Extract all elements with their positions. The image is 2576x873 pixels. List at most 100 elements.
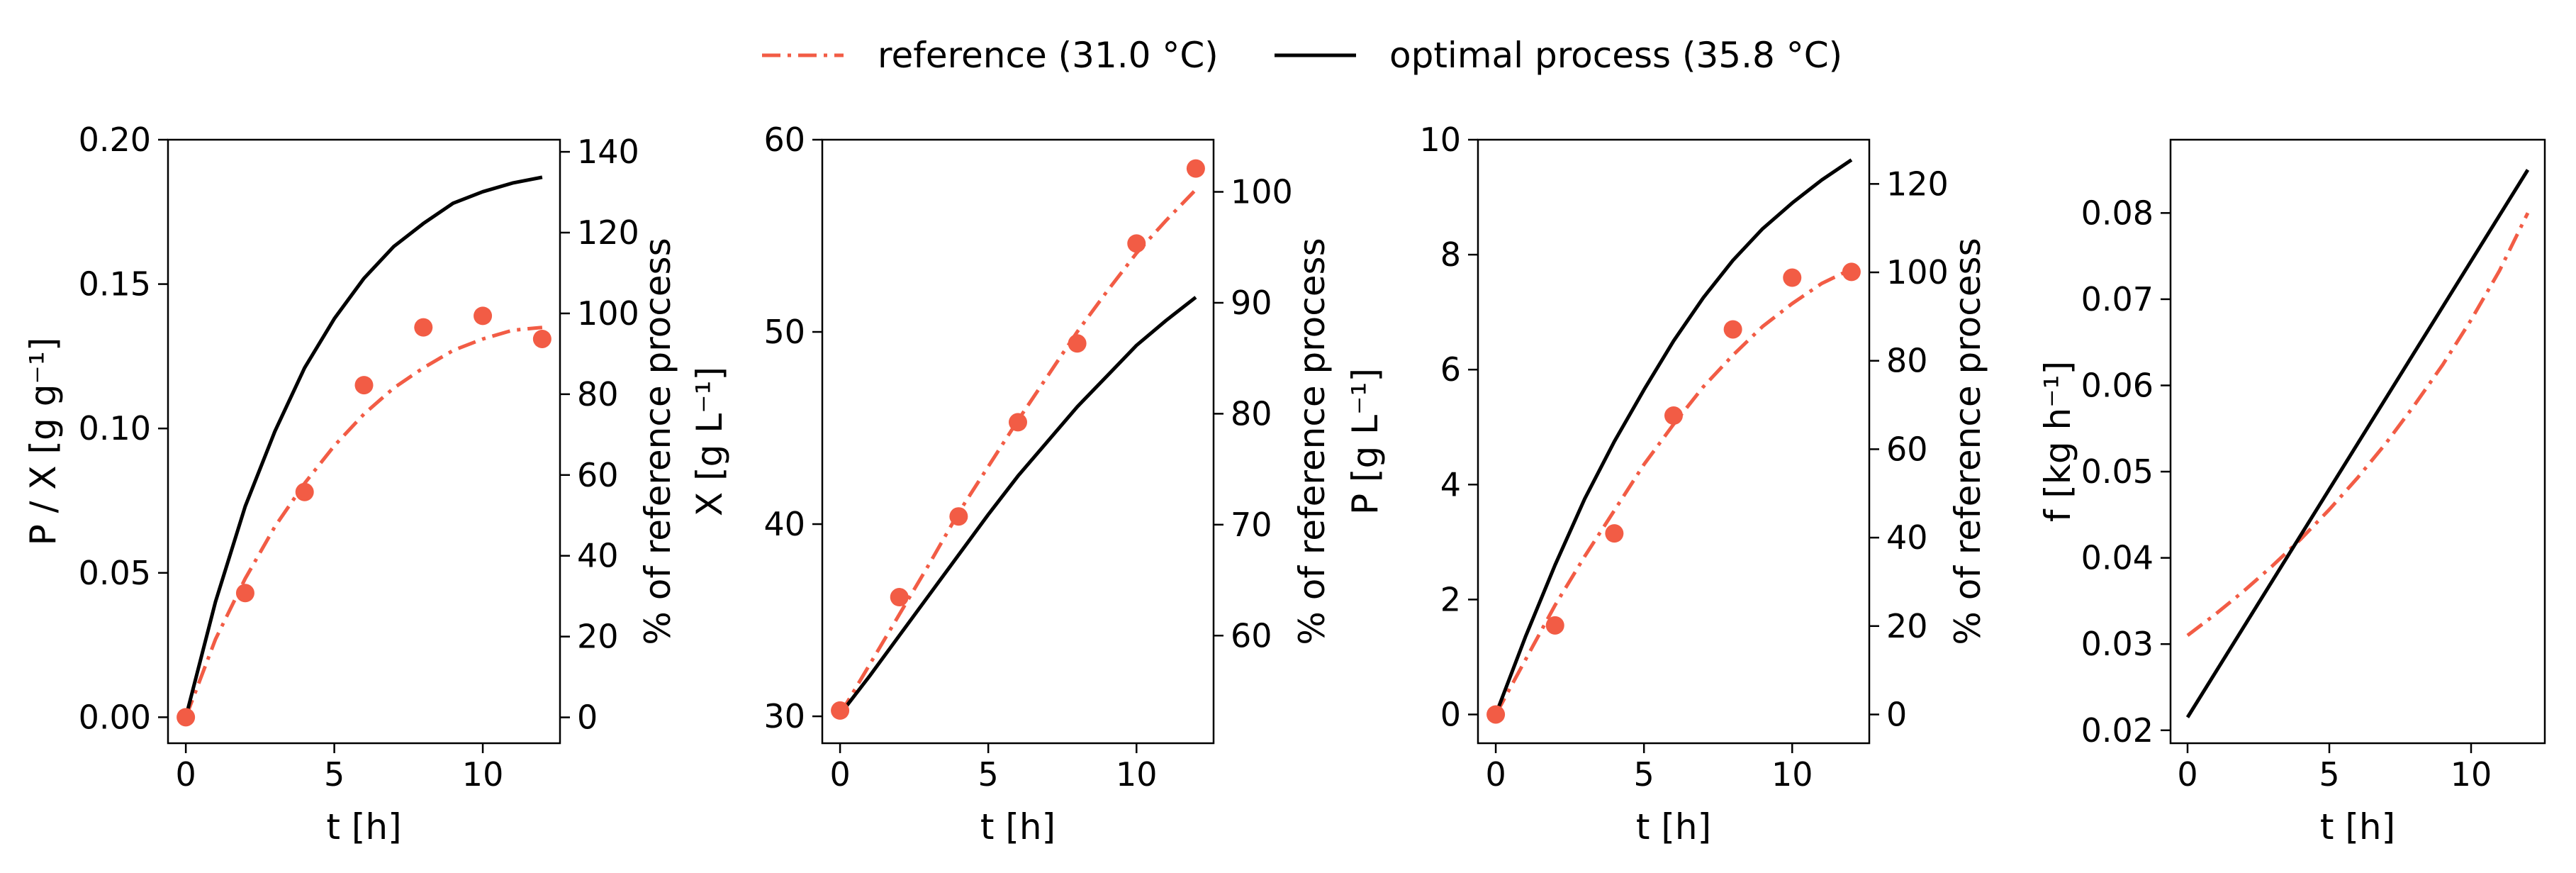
optimal-line: [839, 296, 1197, 716]
y-axis-label: X [g L⁻¹]: [689, 367, 730, 516]
y2-tick-label: 120: [577, 213, 639, 252]
y2-axis-label: % of reference process: [1947, 238, 1988, 645]
plot-frame: [167, 138, 561, 745]
x-tick-label: 10: [1771, 755, 1813, 794]
reference-marker: [1186, 159, 1205, 178]
series-group: [184, 175, 543, 718]
y-tick-label: 0.20: [79, 121, 151, 159]
reference-line: [838, 188, 1197, 716]
reference-line: [1494, 267, 1852, 716]
reference-marker: [1664, 406, 1683, 426]
reference-marker: [890, 588, 909, 607]
y2-tick-label: 80: [1231, 394, 1272, 433]
reference-marker: [1783, 268, 1802, 287]
reference-marker: [474, 306, 493, 326]
y-tick-label: 0.08: [2081, 194, 2154, 232]
y-tick-label: 0.05: [2081, 452, 2154, 491]
x-tick-label: 10: [1116, 755, 1158, 794]
y-tick-label: 0.02: [2081, 711, 2154, 750]
reference-marker: [295, 482, 314, 501]
y2-tick-label: 40: [577, 537, 619, 575]
y2-tick-label: 80: [577, 375, 619, 413]
reference-marker: [1605, 524, 1624, 543]
y-axis-label: P / X [g g⁻¹]: [23, 338, 64, 546]
subplot-1: 0 5 10 0.00 0.05 0.10 0.15 0.20 0 20 40 60 80 100 120 1…: [23, 121, 678, 847]
y-tick-label: 0.06: [2081, 366, 2154, 404]
y2-tick-label: 90: [1231, 284, 1272, 322]
reference-marker: [532, 329, 551, 348]
y-tick-label: 30: [763, 697, 805, 735]
y-tick-label: 0.10: [79, 409, 151, 447]
y-tick-label: 10: [1419, 121, 1461, 159]
reference-marker: [1842, 262, 1861, 282]
subplot-2: 0 5 10 30 40 50 60 60 70 80 90 100 t [h] X [g L⁻¹] % o…: [689, 121, 1333, 847]
x-tick-label: 10: [462, 755, 504, 794]
x-tick-label: 0: [829, 755, 850, 794]
reference-marker: [414, 318, 433, 337]
x-axis-label: t [h]: [2320, 806, 2395, 847]
y-tick-label: 0.04: [2081, 539, 2154, 577]
y2-tick-label: 120: [1886, 165, 1949, 203]
reference-marker: [831, 701, 850, 720]
y-axis-label: f [kg h⁻¹]: [2037, 361, 2078, 522]
x-tick-label: 5: [978, 755, 999, 794]
reference-marker: [235, 584, 254, 603]
y-tick-label: 0.07: [2081, 280, 2154, 318]
series-group: [2185, 169, 2530, 718]
y-tick-label: 4: [1440, 465, 1461, 504]
reference-marker: [1545, 616, 1564, 635]
optimal-line: [2185, 169, 2530, 718]
reference-marker: [1068, 334, 1087, 353]
subplot-4: 0 5 10 0.02 0.03 0.04 0.05 0.06 0.07 0.08 t [h] f […: [2037, 138, 2546, 847]
reference-marker: [949, 507, 968, 526]
y2-tick-label: 0: [1886, 695, 1907, 733]
x-tick-label: 5: [324, 755, 345, 794]
legend-label-optimal: optimal process (35.8 °C): [1389, 35, 1842, 76]
y-tick-label: 0.05: [79, 554, 151, 592]
y-tick-label: 0.03: [2081, 625, 2154, 663]
plot-frame: [2169, 138, 2546, 745]
y-tick-label: 0: [1440, 695, 1461, 733]
x-axis-label: t [h]: [980, 806, 1055, 847]
y-tick-label: 0.00: [79, 698, 151, 736]
y2-tick-label: 20: [577, 618, 619, 656]
legend: reference (31.0 °C) optimal process (35.…: [762, 35, 1842, 76]
x-tick-label: 0: [1485, 755, 1506, 794]
y-tick-label: 2: [1440, 580, 1461, 618]
y-tick-label: 50: [763, 313, 805, 351]
x-tick-label: 0: [2177, 755, 2197, 794]
reference-marker: [1486, 705, 1506, 724]
y-tick-label: 6: [1440, 350, 1461, 389]
optimal-line: [184, 175, 543, 718]
x-tick-label: 5: [2319, 755, 2339, 794]
y2-tick-label: 60: [577, 456, 619, 494]
reference-line: [184, 326, 543, 718]
reference-line: [2186, 212, 2530, 637]
y-tick-label: 0.15: [79, 265, 151, 304]
optimal-line: [1494, 158, 1853, 716]
y2-tick-label: 0: [577, 699, 598, 737]
y-tick-label: 40: [763, 505, 805, 543]
y2-tick-label: 60: [1231, 616, 1272, 655]
y2-axis-label: % of reference process: [637, 238, 678, 645]
y2-tick-label: 100: [1231, 173, 1293, 211]
y2-tick-label: 20: [1886, 607, 1928, 645]
plots-container: 0 5 100.000.050.100.150.200204060801001201…: [23, 121, 2546, 847]
plot-frame: [821, 138, 1215, 745]
legend-label-reference: reference (31.0 °C): [878, 35, 1219, 76]
y2-tick-label: 140: [577, 133, 639, 171]
plot-frame: [1477, 138, 1871, 745]
x-tick-label: 0: [175, 755, 196, 794]
x-axis-label: t [h]: [326, 806, 401, 847]
reference-marker: [177, 708, 196, 727]
reference-marker: [1009, 413, 1027, 432]
y2-tick-label: 80: [1886, 342, 1928, 380]
y2-tick-label: 70: [1231, 506, 1272, 544]
y2-axis-label: % of reference process: [1292, 238, 1333, 645]
reference-marker: [1723, 320, 1742, 339]
y-tick-label: 60: [763, 121, 805, 159]
reference-marker: [354, 376, 374, 395]
y-axis-label: P [g L⁻¹]: [1345, 368, 1386, 515]
